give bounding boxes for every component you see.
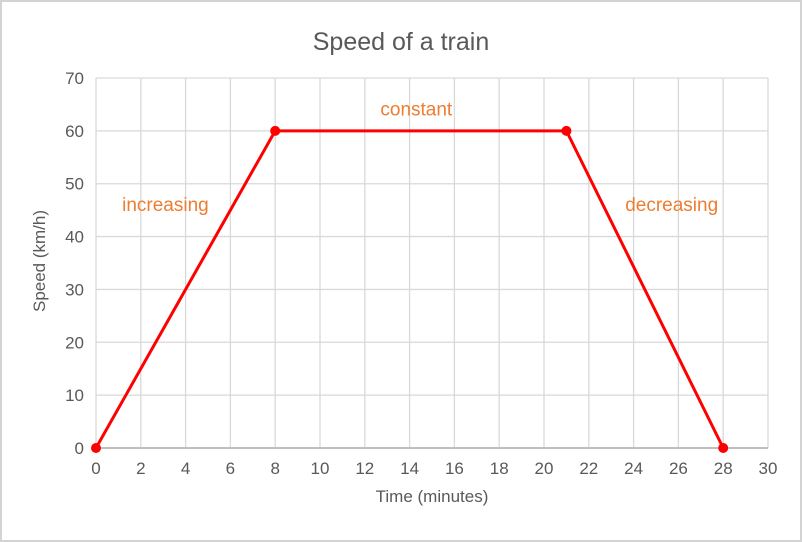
data-point-marker xyxy=(718,443,729,453)
x-tick-label: 4 xyxy=(181,459,190,478)
chart-title: Speed of a train xyxy=(312,28,490,56)
x-tick-label: 30 xyxy=(759,459,778,478)
x-axis-title: Time (minutes) xyxy=(375,487,489,506)
x-tick-label: 24 xyxy=(624,459,643,478)
data-point-marker xyxy=(270,125,281,136)
y-tick-label: 0 xyxy=(75,439,84,458)
y-tick-label: 40 xyxy=(65,228,84,247)
y-tick-label: 20 xyxy=(65,333,84,352)
x-tick-label: 2 xyxy=(136,459,145,478)
annotation-label: decreasing xyxy=(625,195,718,216)
x-tick-label: 6 xyxy=(226,459,235,478)
x-tick-label: 28 xyxy=(714,459,733,478)
speed-line xyxy=(94,129,725,450)
x-tick-label: 26 xyxy=(669,459,688,478)
x-tick-label: 0 xyxy=(91,459,100,478)
data-point-marker xyxy=(91,443,101,453)
x-tick-label: 16 xyxy=(445,459,464,478)
x-tick-label: 22 xyxy=(579,459,598,478)
y-tick-label: 60 xyxy=(65,122,84,141)
x-tick-label: 10 xyxy=(311,459,330,478)
x-tick-label: 14 xyxy=(400,459,419,478)
annotation-label: increasing xyxy=(122,195,209,216)
annotation-label: constant xyxy=(380,100,453,121)
x-tick-label: 20 xyxy=(535,459,554,478)
data-point-marker xyxy=(561,125,572,136)
y-tick-label: 10 xyxy=(65,386,84,405)
x-tick-label: 12 xyxy=(355,459,374,478)
y-tick-label: 30 xyxy=(65,280,84,299)
y-tick-label: 70 xyxy=(65,69,84,88)
x-tick-label: 8 xyxy=(270,459,279,478)
y-tick-label: 50 xyxy=(65,175,84,194)
x-tick-label: 18 xyxy=(490,459,509,478)
